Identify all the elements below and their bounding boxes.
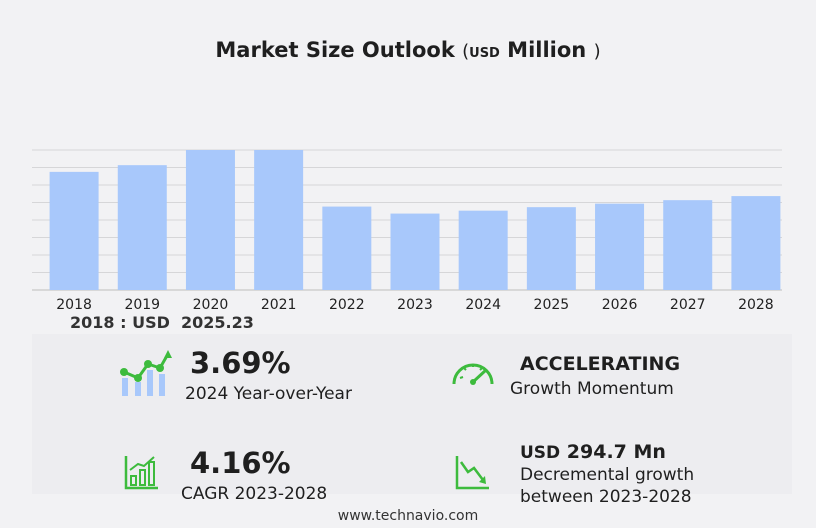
x-tick-label: 2023 [397, 297, 433, 313]
base-year-label: 2018 : USD 2025.23 [70, 313, 254, 332]
chart-title: Market Size Outlook (USD Million ) [0, 38, 816, 62]
title-unit-suffix: Million [507, 38, 587, 62]
x-tick-label: 2025 [534, 297, 570, 313]
growth-label-2: between 2023-2028 [520, 487, 692, 507]
x-tick-label: 2020 [193, 297, 229, 313]
title-unit: USD [469, 46, 500, 61]
bar-2019 [117, 165, 167, 290]
growth-chart-icon [120, 350, 172, 396]
x-tick-label: 2022 [329, 297, 365, 313]
momentum-label: Growth Momentum [510, 379, 674, 399]
bar-2028 [731, 196, 781, 290]
bar-chart: 2018 2019 2020 2021 2022 2023 2024 2025 2026 2027… [32, 149, 782, 313]
cagr-label: CAGR 2023-2028 [181, 484, 328, 504]
bar-2024 [458, 210, 508, 290]
growth-amount: 294.7 Mn [566, 441, 666, 463]
bar-2018 [49, 171, 99, 290]
title-main: Market Size Outlook [215, 38, 455, 62]
speedometer-icon [452, 363, 494, 385]
cagr-value: 4.16% [190, 446, 291, 480]
growth-label-1: Decremental growth [520, 465, 695, 485]
x-tick-label: 2024 [465, 297, 501, 313]
bar-chart-icon [124, 456, 158, 490]
bar-2021 [254, 150, 304, 290]
stats-panel [32, 334, 792, 494]
title-paren-open: ( [462, 41, 470, 62]
decline-chart-icon [455, 456, 489, 490]
x-tick-label: 2021 [261, 297, 297, 313]
momentum-value: ACCELERATING [520, 353, 681, 375]
growth-value: USD 294.7 Mn [520, 441, 666, 463]
yoy-label: 2024 Year-over-Year [185, 384, 352, 404]
x-tick-label: 2027 [670, 297, 706, 313]
x-tick-label: 2026 [602, 297, 638, 313]
bar-2022 [322, 206, 372, 290]
bar-2023 [390, 213, 440, 290]
x-tick-label: 2018 [56, 297, 92, 313]
x-tick-label: 2019 [124, 297, 160, 313]
growth-unit: USD [520, 443, 561, 463]
title-paren-close: ) [593, 41, 601, 62]
bar-2027 [663, 200, 713, 290]
bar-2020 [185, 150, 235, 290]
x-tick-label: 2028 [738, 297, 774, 313]
footer-url: www.technavio.com [337, 508, 479, 524]
bar-2025 [526, 207, 576, 290]
bar-2026 [595, 203, 645, 290]
yoy-value: 3.69% [190, 346, 291, 380]
